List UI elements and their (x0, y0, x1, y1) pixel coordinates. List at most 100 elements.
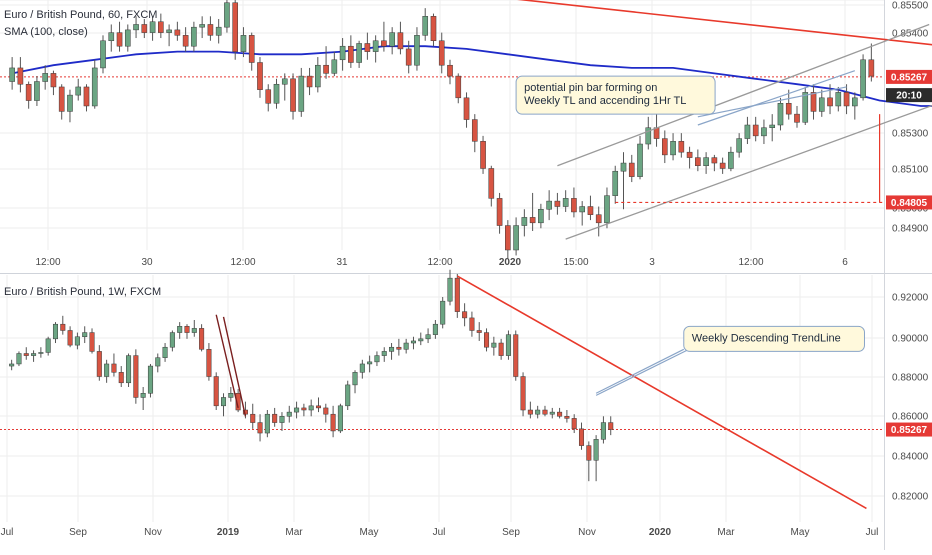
candle-down[interactable] (257, 422, 263, 434)
candle-down[interactable] (557, 411, 563, 417)
candle-down[interactable] (232, 2, 239, 52)
candle-up[interactable] (852, 97, 858, 107)
candle-up[interactable] (337, 405, 343, 432)
annotation-leader-2[interactable] (595, 347, 692, 396)
candle-up[interactable] (418, 338, 424, 342)
candle-down[interactable] (462, 311, 468, 319)
candle-up[interactable] (744, 124, 751, 139)
candle-down[interactable] (50, 73, 57, 88)
candle-up[interactable] (670, 141, 676, 156)
candle-up[interactable] (728, 151, 734, 169)
candle-down[interactable] (578, 428, 585, 446)
candle-down[interactable] (752, 124, 759, 137)
candle-down[interactable] (542, 409, 548, 415)
candle-up[interactable] (513, 225, 519, 251)
candle-up[interactable] (562, 198, 569, 207)
candle-up[interactable] (546, 200, 552, 210)
candle-up[interactable] (414, 35, 420, 66)
candle-up[interactable] (52, 323, 59, 340)
candle-down[interactable] (330, 413, 336, 432)
candle-down[interactable] (60, 323, 66, 331)
candle-down[interactable] (455, 75, 462, 99)
candle-up[interactable] (440, 300, 446, 325)
candle-up[interactable] (75, 86, 82, 96)
candle-up[interactable] (600, 422, 606, 440)
candle-up[interactable] (224, 2, 230, 28)
candle-down[interactable] (397, 32, 404, 50)
candle-down[interactable] (686, 151, 693, 158)
candle-down[interactable] (158, 21, 164, 33)
candle-up[interactable] (818, 97, 825, 112)
candle-down[interactable] (265, 89, 272, 104)
candle-down[interactable] (868, 59, 875, 77)
candle-down[interactable] (290, 78, 296, 112)
candle-up[interactable] (352, 372, 358, 386)
candle-down[interactable] (529, 217, 536, 224)
candle-up[interactable] (147, 365, 153, 394)
channel-lower[interactable] (565, 101, 932, 240)
candle-down[interactable] (381, 40, 387, 47)
candle-down[interactable] (89, 332, 95, 352)
candle-down[interactable] (118, 372, 124, 384)
candle-up[interactable] (286, 411, 292, 417)
candle-up[interactable] (769, 124, 776, 128)
candle-up[interactable] (410, 340, 416, 344)
candle-down[interactable] (248, 35, 255, 63)
candle-up[interactable] (535, 409, 541, 415)
candle-up[interactable] (389, 346, 395, 352)
candle-down[interactable] (133, 355, 139, 398)
candle-down[interactable] (587, 206, 594, 215)
candle-up[interactable] (294, 407, 300, 413)
candle-up[interactable] (9, 363, 15, 367)
candle-down[interactable] (661, 138, 668, 156)
candle-down[interactable] (206, 349, 212, 377)
candle-up[interactable] (91, 67, 98, 107)
candle-up[interactable] (191, 328, 197, 333)
candle-down[interactable] (498, 342, 504, 356)
candle-up[interactable] (505, 334, 511, 356)
candle-up[interactable] (264, 413, 270, 434)
candle-up[interactable] (593, 439, 599, 461)
candle-up[interactable] (199, 24, 205, 28)
candle-down[interactable] (207, 24, 214, 36)
candle-up[interactable] (491, 342, 497, 348)
candle-up[interactable] (9, 67, 15, 82)
candle-down[interactable] (471, 119, 478, 142)
candle-down[interactable] (463, 97, 470, 120)
candle-down[interactable] (484, 332, 490, 348)
candle-down[interactable] (213, 376, 219, 407)
candle-down[interactable] (301, 407, 307, 411)
candle-up[interactable] (736, 138, 742, 153)
candle-up[interactable] (191, 26, 197, 47)
candle-up[interactable] (620, 162, 627, 172)
candle-up[interactable] (228, 393, 234, 398)
candle-up[interactable] (42, 73, 48, 82)
candle-down[interactable] (571, 418, 577, 430)
candle-up[interactable] (637, 143, 643, 177)
candle-down[interactable] (323, 407, 329, 415)
candle-down[interactable] (323, 64, 329, 74)
candle-down[interactable] (571, 198, 577, 213)
candle-down[interactable] (628, 162, 635, 177)
candle-up[interactable] (67, 94, 73, 112)
candle-up[interactable] (281, 78, 288, 85)
candle-up[interactable] (381, 351, 387, 356)
candle-up[interactable] (108, 32, 115, 42)
candle-down[interactable] (505, 225, 511, 251)
candle-up[interactable] (140, 393, 146, 398)
candle-up[interactable] (124, 29, 131, 47)
candle-up[interactable] (612, 170, 619, 196)
candle-down[interactable] (678, 141, 685, 153)
candle-up[interactable] (645, 127, 652, 145)
candle-up[interactable] (162, 346, 168, 358)
candle-down[interactable] (116, 32, 123, 47)
candle-down[interactable] (430, 16, 437, 42)
candle-down[interactable] (25, 83, 32, 101)
candle-down[interactable] (348, 45, 354, 63)
candle-down[interactable] (513, 334, 519, 377)
candle-up[interactable] (166, 29, 172, 33)
candle-up[interactable] (356, 43, 362, 63)
candle-up[interactable] (215, 26, 222, 36)
candle-up[interactable] (149, 21, 156, 33)
candle-down[interactable] (184, 326, 190, 333)
